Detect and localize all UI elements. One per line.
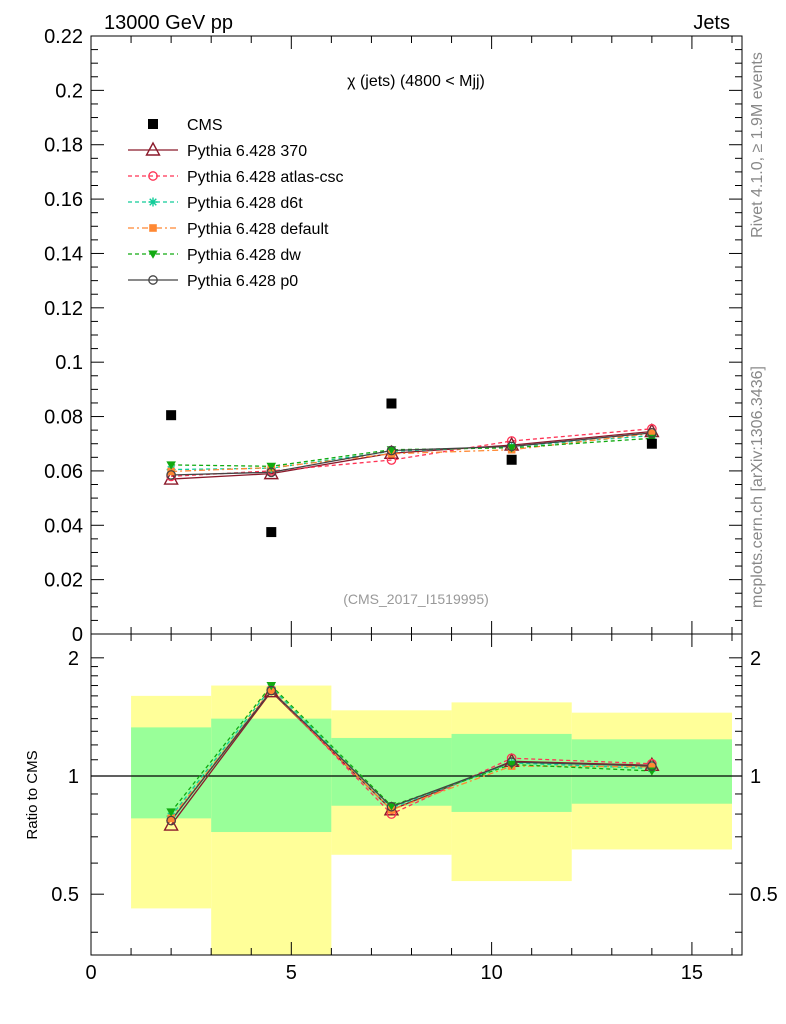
analysis-watermark: (CMS_2017_I1519995) <box>343 591 489 607</box>
point-pythia-6-428-p0 <box>266 467 277 478</box>
point-pythia-6-428-p0 <box>166 470 176 480</box>
x-tick-label: 0 <box>85 962 96 984</box>
legend-marker <box>148 171 158 181</box>
ratio-line-pythia-6-428-d6t <box>170 686 652 817</box>
data-point-cms <box>506 454 517 465</box>
point-pythia-6-428-dw <box>506 444 517 453</box>
ratio-point-pythia-6-428-p0 <box>386 801 397 812</box>
legend-label: Pythia 6.428 370 <box>187 143 307 160</box>
y-tick-label: 0.1 <box>55 352 83 374</box>
y-tick-label: 0.16 <box>44 189 83 211</box>
legend-label: Pythia 6.428 d6t <box>187 195 303 212</box>
ratio-y-tick-label-right: 1 <box>750 766 761 788</box>
ratio-frame <box>90 633 743 956</box>
point-pythia-6-428-default <box>167 467 175 476</box>
x-tick-label: 10 <box>480 962 502 984</box>
mcplots-label: mcplots.cern.ch [arXiv:1306.3436] <box>749 366 766 608</box>
ratio-point-pythia-6-428-p0 <box>166 815 176 826</box>
legend: CMS Pythia 6.428 370 Pythia 6.428 atlas-cs… <box>128 117 344 290</box>
legend-label: CMS <box>187 117 223 134</box>
point-pythia-6-428-p0 <box>386 445 397 456</box>
header-right: Jets <box>693 12 730 34</box>
plot-title: χ (jets) (4800 < Mjj) <box>347 73 485 90</box>
legend-marker <box>148 250 158 259</box>
point-pythia-6-428-p0 <box>506 441 517 452</box>
y-tick-label: 0.12 <box>44 298 83 320</box>
uncertainty-band-inner <box>331 737 452 806</box>
y-tick-label: 0.22 <box>44 26 83 48</box>
y-tick-label: 0.02 <box>44 570 83 592</box>
ratio-line-pythia-6-428-atlas-csc <box>170 688 652 821</box>
rivet-version-label: Rivet 4.1.0, ≥ 1.9M events <box>749 52 766 238</box>
x-tick-label: 5 <box>286 962 297 984</box>
y-tick-label: 0 <box>72 624 83 646</box>
ratio-y-label: Ratio to CMS <box>24 750 41 839</box>
ratio-y-tick-label-right: 2 <box>750 648 761 670</box>
ratio-point-pythia-6-428-p0 <box>506 757 517 767</box>
y-tick-label: 0.06 <box>44 461 83 483</box>
point-pythia-6-428-dw <box>386 446 397 455</box>
legend-marker <box>148 275 158 285</box>
legend-label: Pythia 6.428 default <box>187 221 329 238</box>
point-pythia-6-428-default <box>648 429 656 438</box>
main-panel: CMS Pythia 6.428 370 Pythia 6.428 atlas-cs… <box>44 26 743 646</box>
legend-marker <box>149 224 157 232</box>
ratio-point-pythia-6-428-dw <box>166 808 176 817</box>
point-pythia-6-428-370 <box>263 465 279 480</box>
series-line-pythia-6-428-dw <box>171 437 652 467</box>
point-pythia-6-428-dw <box>266 462 277 472</box>
legend-label: Pythia 6.428 atlas-csc <box>187 169 344 186</box>
y-tick-label: 0.14 <box>44 243 83 265</box>
y-tick-label: 0.2 <box>55 80 83 102</box>
ratio-y-tick-label: 1 <box>68 766 79 788</box>
ratio-y-tick-label: 2 <box>68 648 79 670</box>
point-pythia-6-428-p0 <box>647 428 657 438</box>
legend-marker <box>145 141 161 156</box>
data-point-cms <box>646 438 657 449</box>
ratio-point-pythia-6-428-p0 <box>647 761 657 771</box>
ratio-y-tick-label-right: 0.5 <box>750 884 778 906</box>
ratio-point-pythia-6-428-default <box>648 763 656 771</box>
data-point-cms <box>166 410 177 421</box>
point-pythia-6-428-dw <box>166 461 176 470</box>
data-point-cms <box>266 527 277 538</box>
ratio-panel: 0.5 0.5 1 1 2 2 0 5 10 15 Ratio to CMS <box>24 633 778 984</box>
data-point-cms <box>386 398 397 409</box>
uncertainty-band-inner <box>131 727 212 819</box>
legend-label: Pythia 6.428 dw <box>187 247 301 264</box>
ratio-point-pythia-6-428-dw <box>386 802 397 811</box>
ratio-y-tick-label: 0.5 <box>51 884 79 906</box>
uncertainty-band-inner <box>211 718 332 833</box>
legend-label: Pythia 6.428 p0 <box>187 273 298 290</box>
ratio-point-pythia-6-428-default <box>167 814 175 823</box>
legend-marker <box>148 119 158 129</box>
uncertainty-band-inner <box>451 733 572 812</box>
y-tick-label: 0.18 <box>44 135 83 157</box>
ratio-point-pythia-6-428-p0 <box>266 685 277 696</box>
ratio-point-pythia-6-428-default <box>267 686 276 695</box>
legend-marker <box>148 197 158 207</box>
y-tick-label: 0.08 <box>44 407 83 429</box>
header-left: 13000 GeV pp <box>104 12 233 34</box>
y-tick-label: 0.04 <box>44 515 83 537</box>
ratio-point-pythia-6-428-dw <box>506 760 517 770</box>
x-tick-label: 15 <box>681 962 703 984</box>
